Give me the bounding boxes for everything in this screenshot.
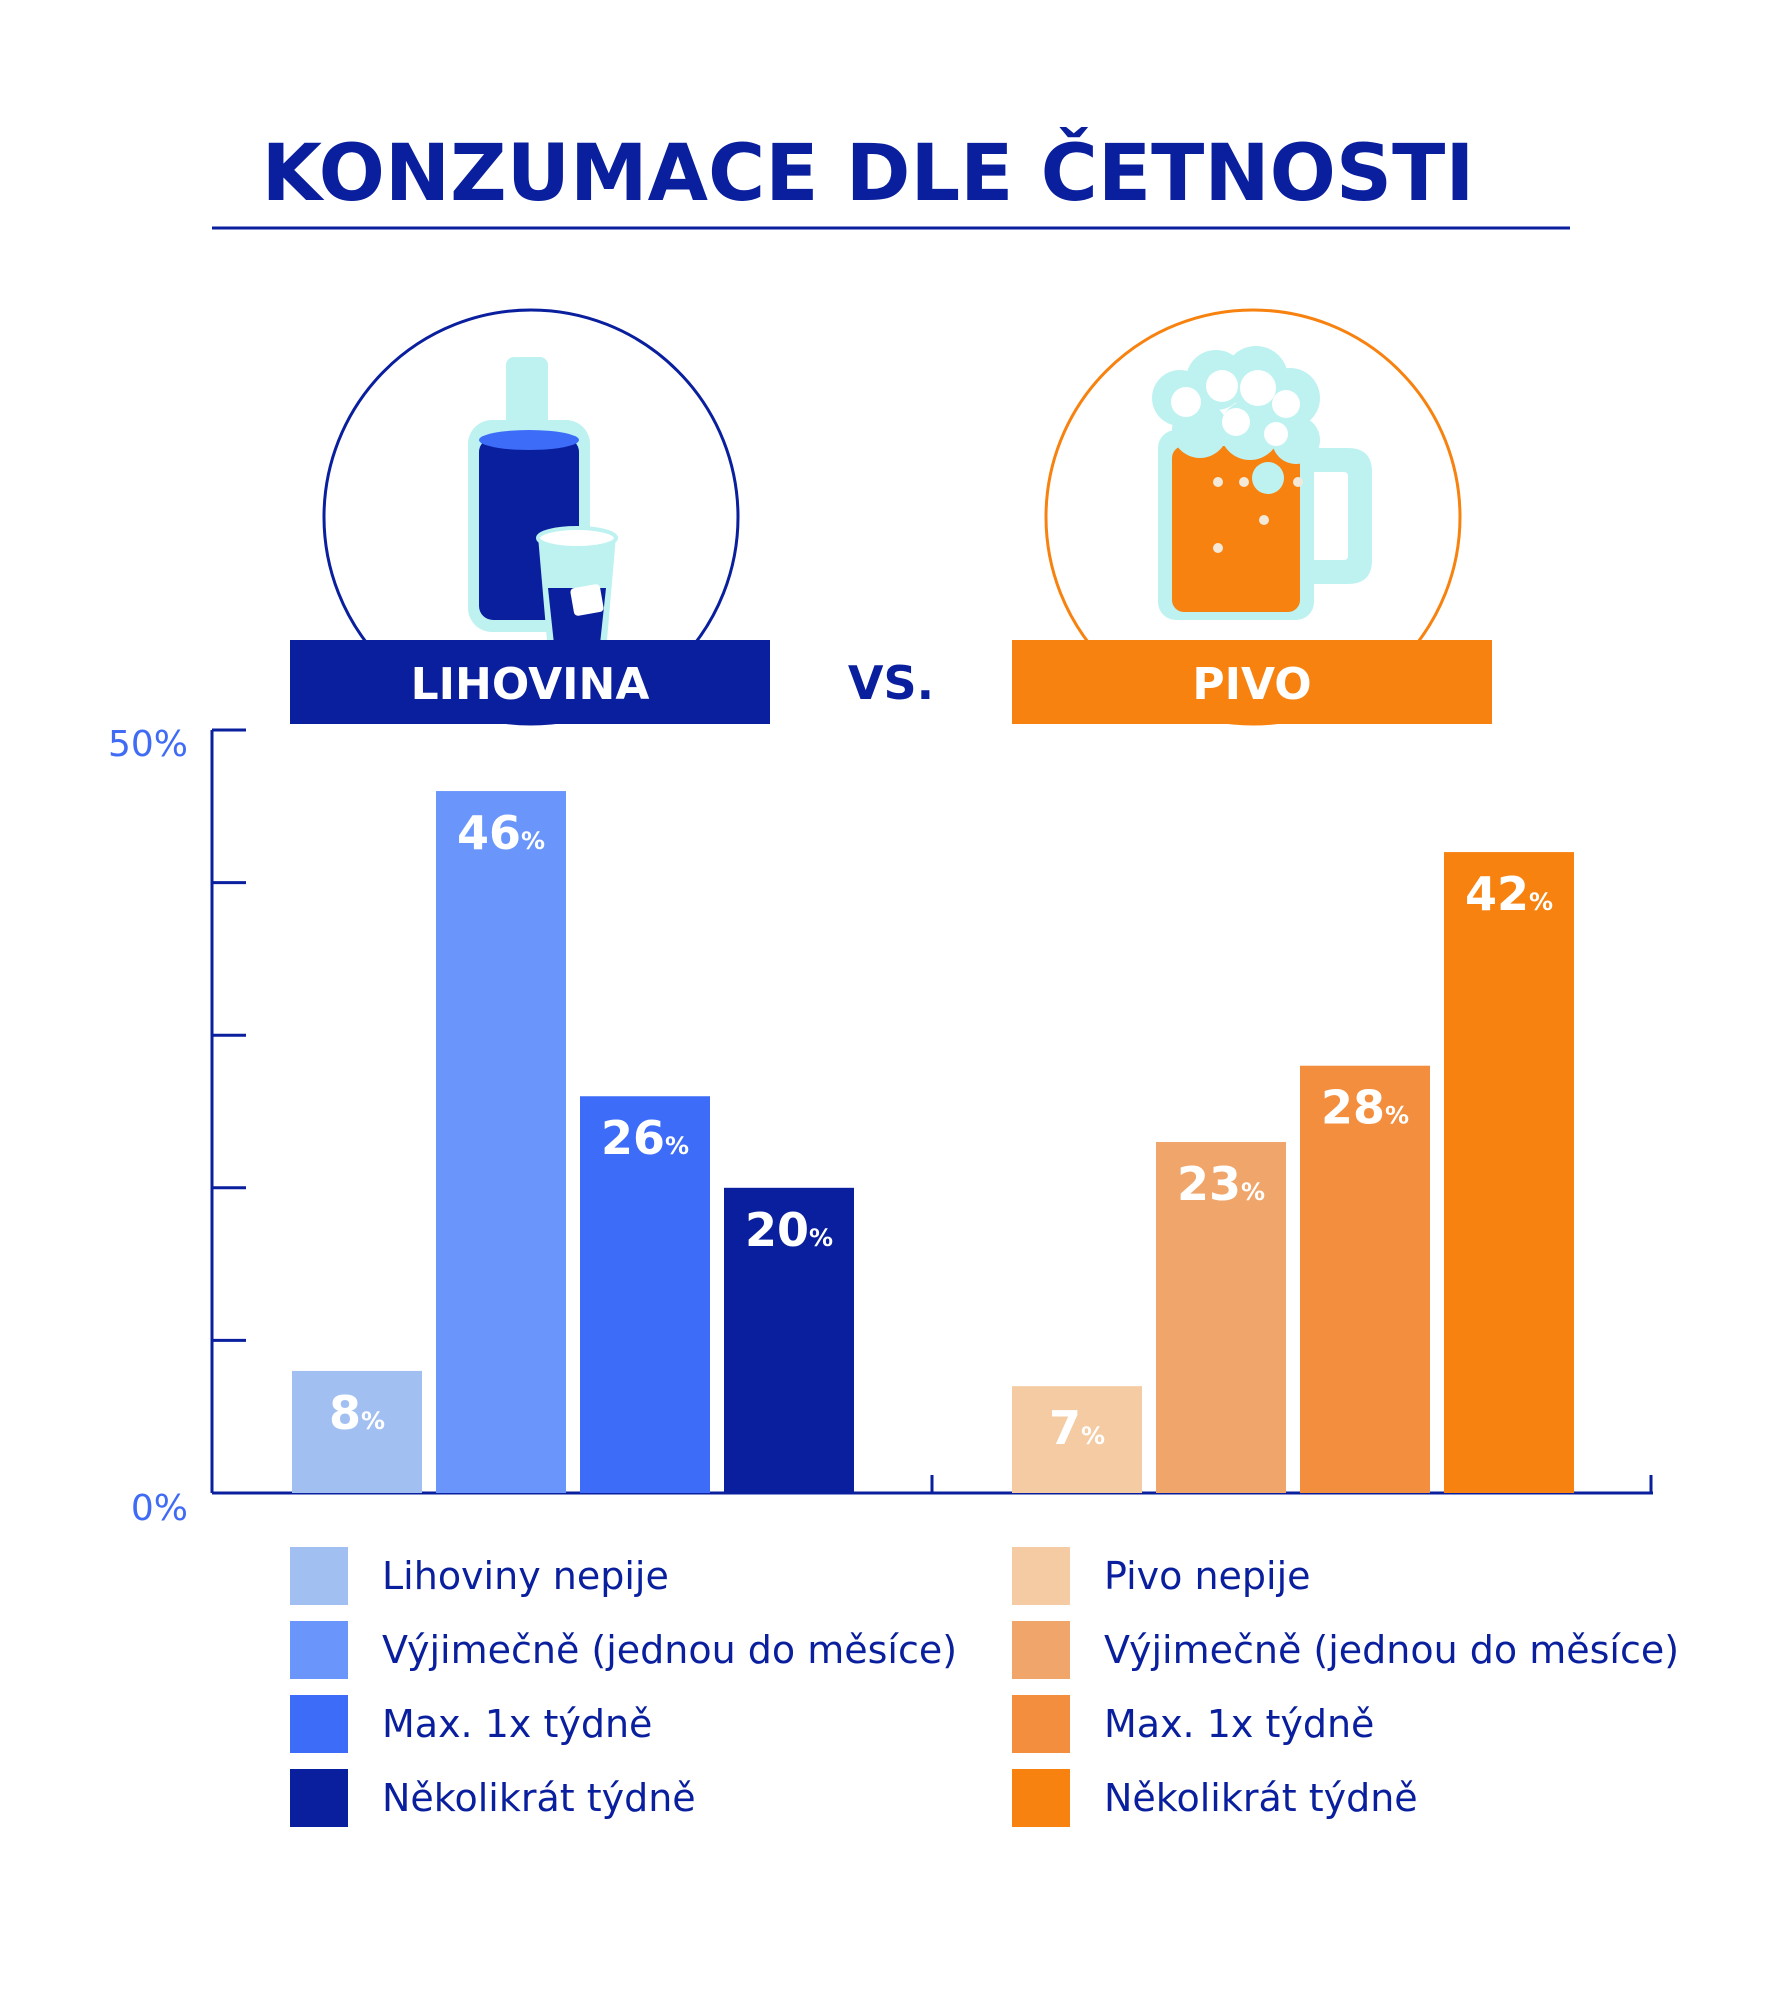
bar-label-1-2: 28% bbox=[1321, 1081, 1409, 1135]
legend-swatch-1-3 bbox=[1012, 1769, 1070, 1827]
bar-label-1-1: 23% bbox=[1177, 1157, 1265, 1211]
legend: Lihoviny nepije Výjimečně (jednou do měsí… bbox=[290, 1547, 1679, 1827]
beer-mug-icon bbox=[1152, 346, 1372, 620]
chart-axes bbox=[210, 728, 1653, 1495]
bar-1-1 bbox=[1156, 1142, 1286, 1493]
legend-swatch-0-3 bbox=[290, 1769, 348, 1827]
vs-label: VS. bbox=[848, 656, 934, 710]
bar-1-0 bbox=[1012, 1386, 1142, 1493]
legend-label-1-1: Výjimečně (jednou do měsíce) bbox=[1104, 1628, 1679, 1672]
banner-right bbox=[1012, 640, 1492, 724]
bar-label-1-0: 7% bbox=[1049, 1401, 1105, 1455]
y-tick-label-max: 50% bbox=[108, 724, 188, 765]
bar-label-0-3: 20% bbox=[745, 1203, 833, 1257]
legend-swatch-1-1 bbox=[1012, 1621, 1070, 1679]
legend-swatch-1-2 bbox=[1012, 1695, 1070, 1753]
banner-left-label: LIHOVINA bbox=[411, 659, 650, 710]
bar-0-2 bbox=[580, 1096, 710, 1493]
liquor-bottle-and-glass-icon bbox=[468, 357, 618, 652]
bar-0-0 bbox=[292, 1370, 422, 1493]
banner-left bbox=[290, 640, 770, 724]
legend-swatch-0-0 bbox=[290, 1547, 348, 1605]
bar-1-3 bbox=[1444, 852, 1574, 1493]
bar-0-3 bbox=[724, 1187, 854, 1493]
legend-label-1-3: Několikrát týdně bbox=[1104, 1776, 1418, 1820]
page-title: KONZUMACE DLE ČETNOSTI bbox=[262, 127, 1475, 219]
bar-1-2 bbox=[1300, 1065, 1430, 1493]
bars: 8% 46% 26% 20% 7% 23% 28% 42% bbox=[292, 791, 1574, 1493]
legend-label-1-0: Pivo nepije bbox=[1104, 1554, 1311, 1598]
bar-0-1 bbox=[436, 791, 566, 1493]
legend-label-0-0: Lihoviny nepije bbox=[382, 1554, 669, 1598]
legend-swatch-1-0 bbox=[1012, 1547, 1070, 1605]
bar-label-0-0: 8% bbox=[329, 1386, 385, 1440]
legend-swatch-0-2 bbox=[290, 1695, 348, 1753]
bar-label-1-3: 42% bbox=[1465, 867, 1553, 921]
legend-swatch-0-1 bbox=[290, 1621, 348, 1679]
y-tick-label-min: 0% bbox=[131, 1488, 188, 1529]
legend-label-0-1: Výjimečně (jednou do měsíce) bbox=[382, 1628, 957, 1672]
legend-label-0-2: Max. 1x týdně bbox=[382, 1702, 652, 1746]
banner-right-label: PIVO bbox=[1192, 659, 1311, 710]
legend-label-1-2: Max. 1x týdně bbox=[1104, 1702, 1374, 1746]
bar-label-0-1: 46% bbox=[457, 806, 545, 860]
legend-label-0-3: Několikrát týdně bbox=[382, 1776, 696, 1820]
bar-label-0-2: 26% bbox=[601, 1111, 689, 1165]
